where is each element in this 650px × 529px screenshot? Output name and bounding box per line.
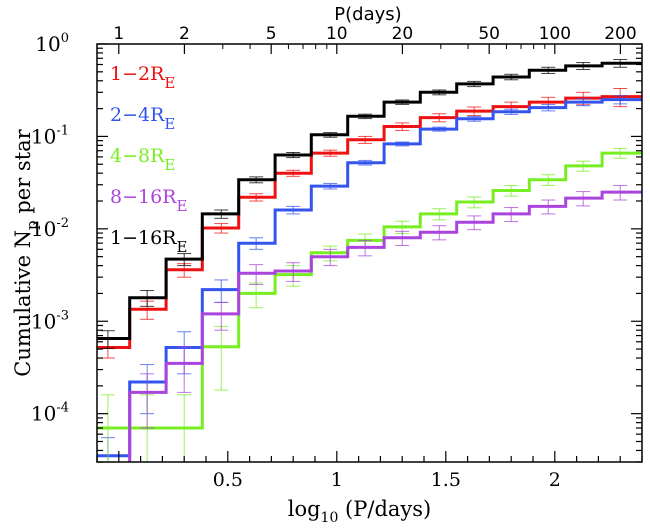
top-tick-label: 50 [478,24,500,44]
top-tick-label: 10 [326,24,348,44]
x-axis-title-sub: 10 [321,510,339,526]
y-tick-exponent: 0 [61,31,69,46]
step-line [97,95,642,349]
top-axis-title: P(days) [334,4,401,25]
y-tick-base: 10 [31,124,56,148]
y-tick-base: 10 [31,309,56,333]
step-line [97,61,642,340]
legend-label: 8−16R [110,186,177,208]
legend-entry-2: 2−4RE [110,104,175,133]
step-line [97,151,642,430]
legend-label-sub: E [164,74,175,92]
y-axis-title-pre: Cumulative N [11,230,35,377]
y-tick-base: 10 [31,217,56,241]
series-5 [97,58,642,349]
legend-label-sub: E [164,156,175,174]
top-tick-label: 100 [539,24,571,44]
top-tick-label: 200 [604,24,636,44]
series-layer [97,58,642,462]
y-axis-title-post: per star [11,128,35,220]
y-tick-exponent: -2 [56,216,69,231]
x-axis-title-pre: log [288,497,321,521]
top-tick-label: 20 [392,24,414,44]
y-axis-title: Cumulative Np per star [11,128,41,376]
legend-label-sub: E [177,238,188,256]
plot-area [97,58,642,462]
legend-label-sub: E [177,197,188,215]
axes-layer [96,43,643,463]
x-tick-label: 1.5 [431,469,461,491]
x-axis-title-post: (P/days) [338,497,431,521]
step-line [97,98,642,458]
y-tick-exponent: -1 [56,123,69,138]
y-tick-label: 100 [35,31,69,56]
y-tick-label: 10-4 [31,401,69,426]
top-tick-label: 2 [179,24,190,44]
y-tick-base: 10 [31,402,56,426]
legend-entry-1: 1−2RE [110,63,175,92]
y-axis-title-sub: p [23,220,41,230]
legend-label: 4−8R [110,145,165,167]
top-tick-label: 5 [266,24,277,44]
legend-entry-3: 4−8RE [110,145,175,174]
series-1 [97,87,642,359]
x-tick-label: 1 [331,469,343,491]
legend-label: 1−16R [110,227,177,249]
x-tick-label: 2 [549,469,561,491]
x-tick-label: 0.5 [213,469,243,491]
series-3 [97,148,642,462]
step-line [128,190,642,462]
legend-entry-5: 1−16RE [110,227,187,256]
y-tick-label: 10-1 [31,123,69,148]
series-4 [100,184,642,462]
legend-entry-4: 8−16RE [110,186,187,215]
labels-layer: 0.5 1 1.5 21 2 5 10 20 50 100 20010-410-310-210-11… [11,4,637,526]
y-tick-exponent: -3 [56,308,69,323]
x-axis-title: log10 (P/days) [288,497,432,526]
plot-frame [96,43,643,463]
legend-label: 2−4R [110,104,165,126]
legend-label-sub: E [164,115,175,133]
y-tick-base: 10 [35,32,60,56]
y-tick-label: 10-2 [31,216,69,241]
legend-label: 1−2R [110,63,165,85]
series-2 [97,95,642,462]
top-tick-label: 1 [113,24,124,44]
y-tick-exponent: -4 [56,401,69,416]
y-tick-label: 10-3 [31,308,69,333]
